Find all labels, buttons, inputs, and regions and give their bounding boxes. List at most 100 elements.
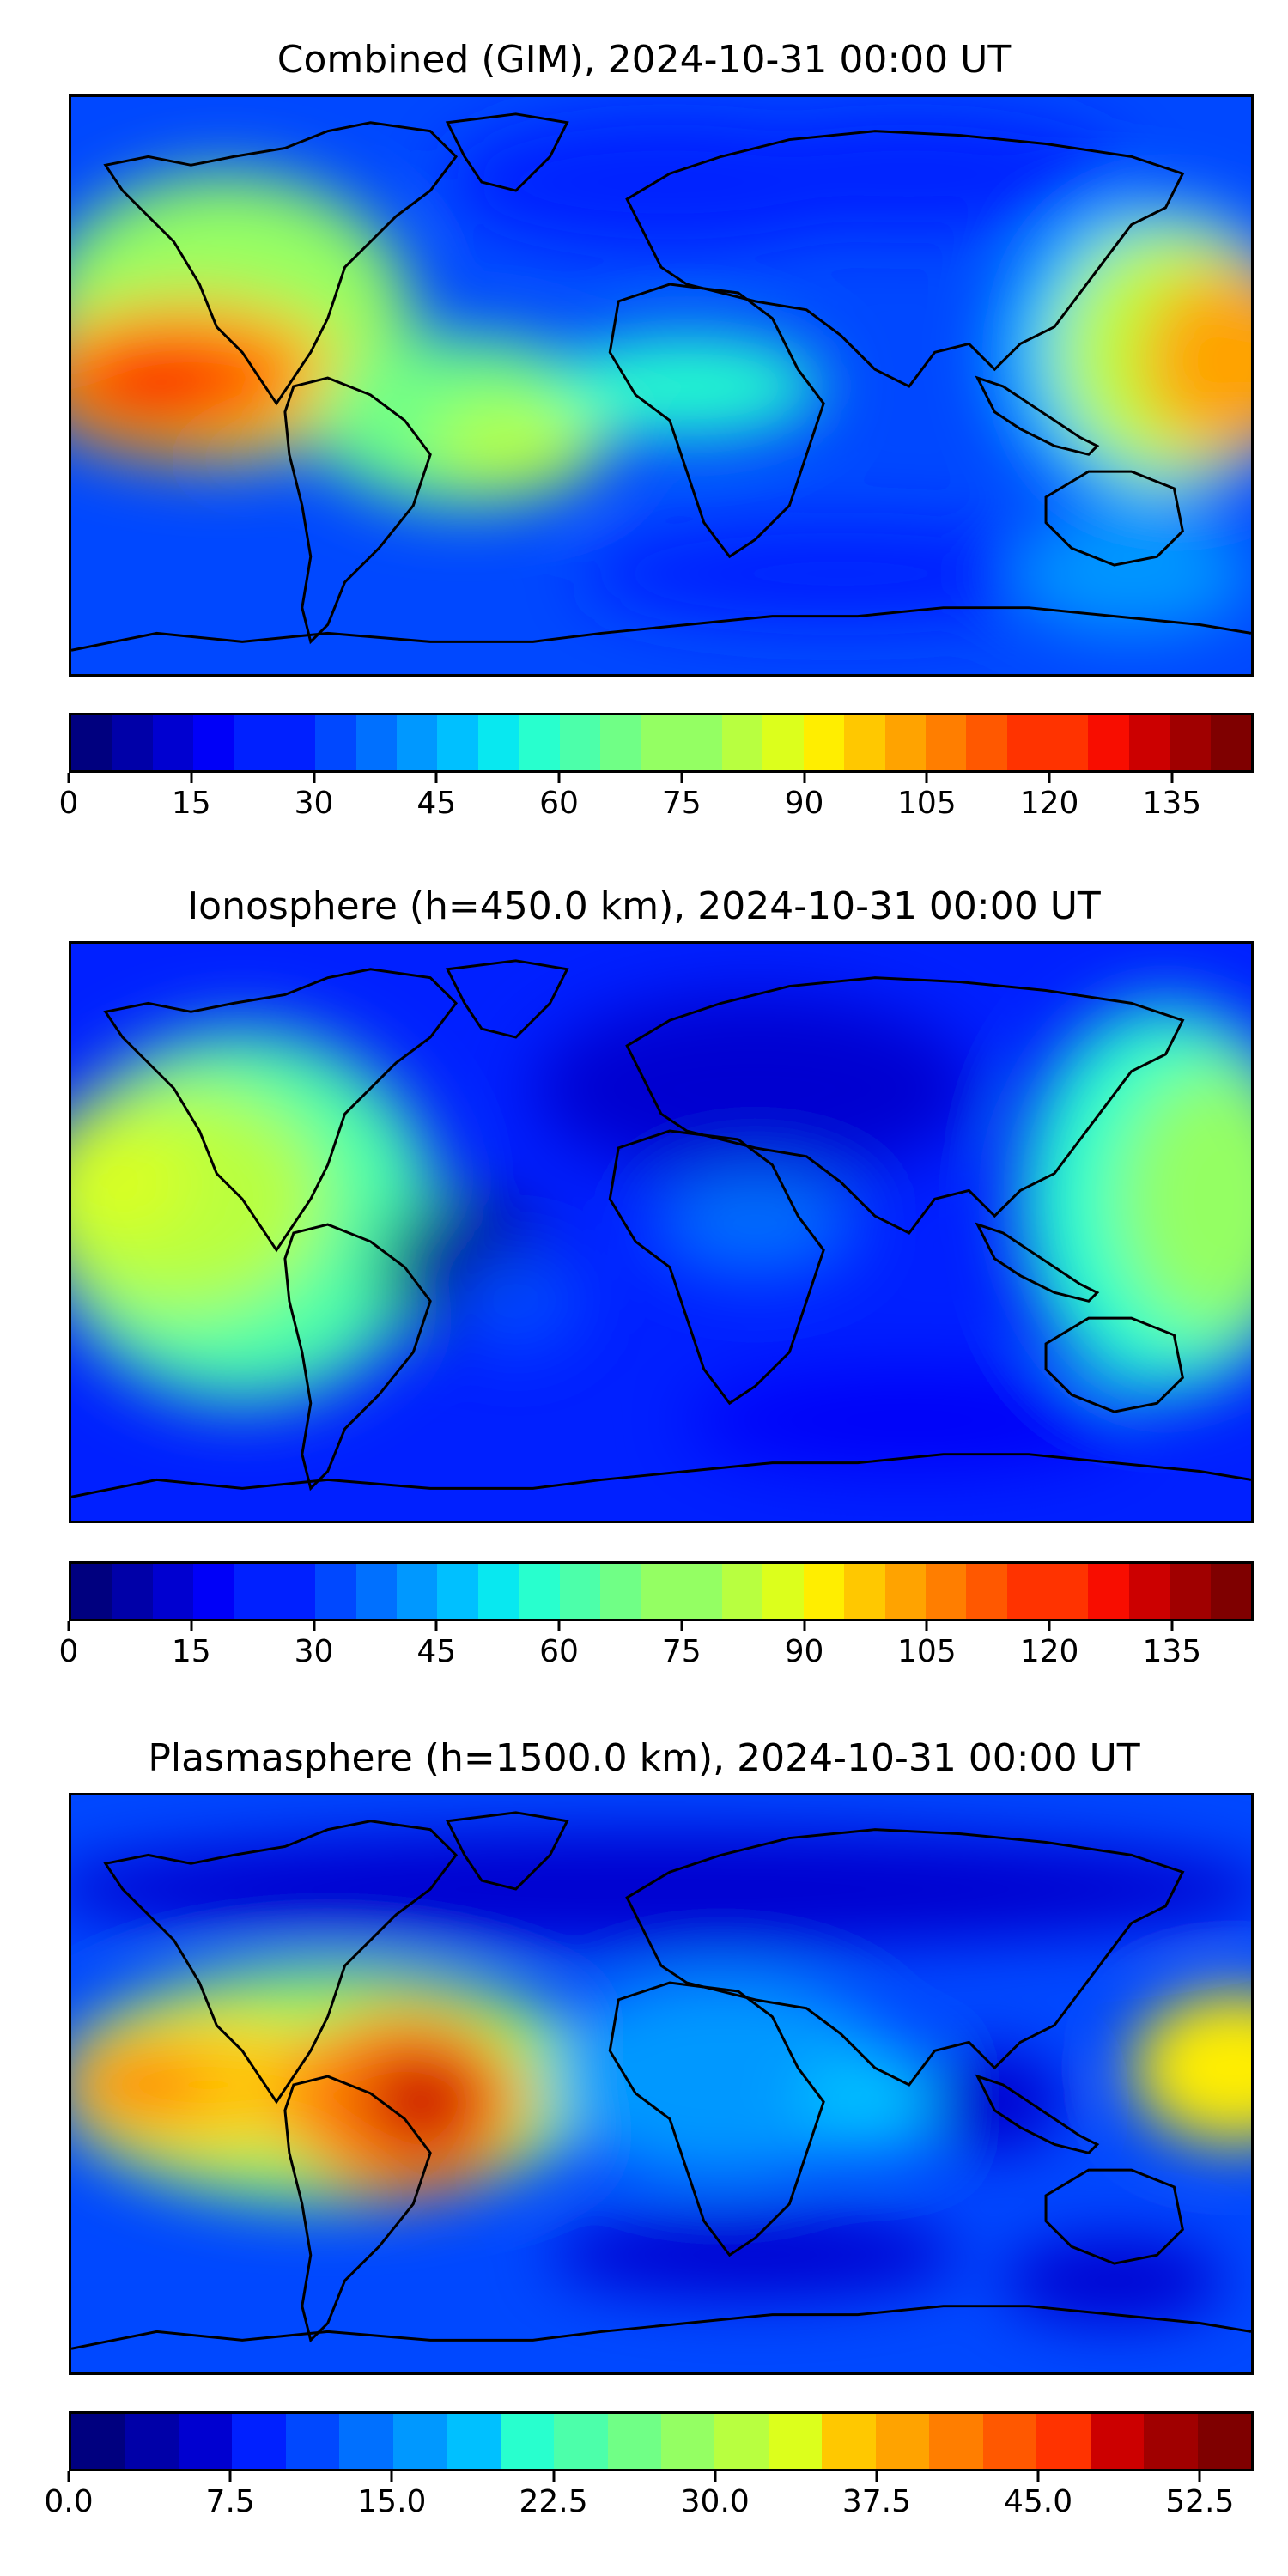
colorbar-segment [599, 715, 641, 770]
panel-3-colorbar [69, 2411, 1254, 2471]
colorbar-segment [1006, 715, 1048, 770]
colorbar-tickmark [190, 773, 193, 783]
colorbar-tickmark [1048, 773, 1051, 783]
colorbar-tickmark [1198, 2471, 1201, 2482]
colorbar-tick-label: 120 [1019, 786, 1079, 821]
colorbar-tick-label: 30 [294, 786, 334, 821]
colorbar-tickmark [1170, 1621, 1174, 1631]
colorbar-tick-label: 37.5 [841, 2484, 911, 2519]
colorbar-segment [232, 2414, 286, 2469]
colorbar-segment [285, 2414, 340, 2469]
colorbar-segment [1170, 1564, 1211, 1619]
colorbar-tick-label: 0 [58, 786, 79, 821]
colorbar-segment [112, 1564, 153, 1619]
colorbar-segment [125, 2414, 179, 2469]
colorbar-segment [397, 1564, 438, 1619]
colorbar-tickmark [557, 1621, 561, 1631]
panel-1-colorbar-ticks: 0 15 30 45 60 75 90 105 120 135 [0, 773, 1288, 824]
colorbar-tick-label: 135 [1142, 1634, 1202, 1669]
colorbar-segment [554, 2414, 608, 2469]
colorbar-segment [929, 2414, 983, 2469]
tec-map-combined [71, 97, 1251, 674]
colorbar-tick-label: 15.0 [357, 2484, 427, 2519]
colorbar-segment [437, 715, 478, 770]
colorbar-segment [1088, 1564, 1129, 1619]
colorbar-segment [1128, 715, 1170, 770]
colorbar-segment [822, 2414, 876, 2469]
colorbar-tick-label: 60 [539, 786, 579, 821]
panel-3-colorbar-ticks: 0.0 7.5 15.0 22.5 30.0 37.5 45.0 52.5 [0, 2471, 1288, 2523]
colorbar-segment [1128, 1564, 1170, 1619]
colorbar-tickmark [313, 773, 316, 783]
colorbar-tickmark [803, 1621, 806, 1631]
colorbar-segment [1006, 1564, 1048, 1619]
colorbar-tick-label: 22.5 [519, 2484, 588, 2519]
colorbar-segment [500, 2414, 555, 2469]
colorbar-segment [519, 715, 560, 770]
colorbar-segment [1048, 1564, 1089, 1619]
colorbar-segment [274, 715, 316, 770]
colorbar-tickmark [67, 2471, 70, 2482]
colorbar-segment [966, 1564, 1007, 1619]
colorbar-tickmark [557, 773, 561, 783]
colorbar-segment [1170, 715, 1211, 770]
colorbar-segment [641, 715, 682, 770]
colorbar-segment [768, 2414, 823, 2469]
colorbar-segment [152, 1564, 194, 1619]
colorbar-segment [762, 715, 804, 770]
colorbar-tick-label: 7.5 [205, 2484, 255, 2519]
colorbar-segment [722, 715, 763, 770]
colorbar-segment [844, 715, 885, 770]
colorbar-segment [178, 2414, 233, 2469]
colorbar-segment [1210, 715, 1251, 770]
colorbar-tick-label: 30 [294, 1634, 334, 1669]
colorbar-segment [559, 1564, 600, 1619]
panel-2-colorbar-ticks: 0 15 30 45 60 75 90 105 120 135 [0, 1621, 1288, 1673]
colorbar-segment [152, 715, 194, 770]
colorbar-tick-label: 45 [416, 786, 457, 821]
colorbar-tickmark [1036, 2471, 1040, 2482]
colorbar-segment [112, 715, 153, 770]
panel-1-colorbar [69, 713, 1254, 773]
colorbar-tick-label: 120 [1019, 1634, 1079, 1669]
colorbar-segment [392, 2414, 447, 2469]
panel-2-title: Ionosphere (h=450.0 km), 2024-10-31 00:0… [187, 884, 1101, 928]
colorbar-segment [1048, 715, 1089, 770]
colorbar-segment [519, 1564, 560, 1619]
colorbar-segment [437, 1564, 478, 1619]
panel-3-map [69, 1793, 1254, 2375]
colorbar-segment [844, 1564, 885, 1619]
colorbar-segment [71, 1564, 112, 1619]
colorbar-tickmark [190, 1621, 193, 1631]
colorbar-tickmark [390, 2471, 393, 2482]
colorbar-segment [925, 715, 967, 770]
tec-map-plasmasphere [71, 1795, 1251, 2372]
colorbar-segment [1197, 2414, 1251, 2469]
colorbar-segment [722, 1564, 763, 1619]
colorbar-segment [884, 715, 926, 770]
colorbar-tick-label: 75 [661, 786, 702, 821]
colorbar-tickmark [1048, 1621, 1051, 1631]
colorbar-segment [1036, 2414, 1091, 2469]
colorbar-tickmark [680, 773, 683, 783]
colorbar-tick-label: 52.5 [1165, 2484, 1235, 2519]
colorbar-segment [925, 1564, 967, 1619]
colorbar-tickmark [875, 2471, 878, 2482]
colorbar-segment [714, 2414, 769, 2469]
colorbar-tick-label: 135 [1142, 786, 1202, 821]
colorbar-segment [315, 1564, 356, 1619]
colorbar-segment [447, 2414, 501, 2469]
colorbar-segment [559, 715, 600, 770]
panel-3-title: Plasmasphere (h=1500.0 km), 2024-10-31 0… [148, 1736, 1140, 1780]
colorbar-tickmark [228, 2471, 232, 2482]
colorbar-segment [884, 1564, 926, 1619]
colorbar-segment [1088, 715, 1129, 770]
colorbar-tick-label: 0.0 [44, 2484, 94, 2519]
panel-2-colorbar [69, 1561, 1254, 1621]
colorbar-segment [355, 715, 397, 770]
colorbar-segment [234, 1564, 275, 1619]
colorbar-tickmark [925, 1621, 928, 1631]
colorbar-tick-label: 30.0 [680, 2484, 750, 2519]
colorbar-segment [660, 2414, 715, 2469]
colorbar-tickmark [552, 2471, 556, 2482]
